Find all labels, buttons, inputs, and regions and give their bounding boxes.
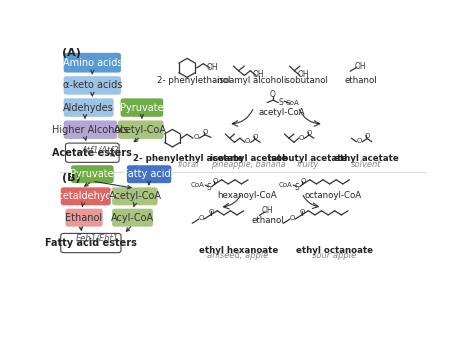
Text: O: O [203, 129, 208, 136]
Text: OH: OH [253, 70, 264, 79]
FancyBboxPatch shape [65, 209, 102, 227]
Text: pineapple, banana: pineapple, banana [211, 160, 286, 169]
Text: Fatty acid esters: Fatty acid esters [45, 238, 137, 248]
Text: isoamyl acetate: isoamyl acetate [210, 154, 287, 164]
Text: isobutanol: isobutanol [283, 76, 328, 84]
Text: floral: floral [178, 160, 199, 169]
FancyBboxPatch shape [64, 98, 114, 117]
Text: ethyl hexanoate: ethyl hexanoate [199, 246, 278, 255]
Text: isoamyl alcohol: isoamyl alcohol [217, 76, 283, 84]
Text: Acetaldehyde: Acetaldehyde [52, 191, 119, 201]
FancyBboxPatch shape [118, 120, 164, 139]
Text: Pyruvate: Pyruvate [71, 169, 114, 179]
FancyBboxPatch shape [64, 76, 121, 95]
Text: Acyl-CoA: Acyl-CoA [111, 213, 154, 223]
Text: OH: OH [207, 63, 218, 72]
Text: Pyruvate: Pyruvate [120, 102, 164, 113]
Text: Higher Alcohols: Higher Alcohols [52, 125, 128, 135]
Text: O: O [307, 130, 312, 136]
Text: O: O [208, 209, 214, 215]
Text: O: O [365, 133, 370, 139]
Text: fruity: fruity [296, 160, 319, 169]
Text: O: O [299, 135, 304, 141]
Text: S: S [294, 183, 299, 192]
Text: Atf1/Atf2: Atf1/Atf2 [82, 145, 119, 154]
Text: Aldehydes: Aldehydes [63, 102, 114, 113]
Text: OH: OH [354, 62, 366, 71]
Text: O: O [270, 91, 276, 99]
Text: ethanol: ethanol [252, 216, 284, 225]
Text: S: S [206, 183, 211, 192]
FancyBboxPatch shape [112, 187, 158, 205]
Text: octanoyl-CoA: octanoyl-CoA [304, 191, 362, 200]
Text: solvent: solvent [351, 160, 381, 169]
Text: O: O [198, 215, 204, 221]
Text: O: O [193, 135, 199, 140]
Text: O: O [357, 138, 362, 144]
Text: hexanoyl-CoA: hexanoyl-CoA [217, 191, 276, 200]
Text: 2- phenylethyl acetate: 2- phenylethyl acetate [133, 154, 244, 164]
FancyBboxPatch shape [120, 98, 163, 117]
Text: Acetyl-CoA: Acetyl-CoA [109, 191, 162, 201]
Text: Fatty acids: Fatty acids [123, 169, 175, 179]
Text: Amino acids: Amino acids [63, 58, 122, 68]
Text: (B): (B) [62, 173, 81, 183]
Text: O: O [253, 134, 258, 140]
Text: OH: OH [262, 206, 273, 215]
Text: acetyl-CoA: acetyl-CoA [259, 108, 305, 117]
Text: (A): (A) [62, 48, 81, 58]
Text: aniseed, apple: aniseed, apple [208, 251, 269, 260]
Text: O: O [300, 209, 305, 215]
Text: 2- phenylethanol: 2- phenylethanol [156, 76, 230, 84]
Text: ethanol: ethanol [344, 76, 377, 84]
Text: O: O [213, 178, 218, 184]
FancyBboxPatch shape [61, 187, 110, 205]
Text: CoA: CoA [191, 182, 205, 188]
Text: ethyl octanoate: ethyl octanoate [295, 246, 373, 255]
Text: CoA: CoA [279, 182, 293, 188]
Text: sour apple: sour apple [312, 251, 356, 260]
Text: O: O [290, 215, 295, 221]
Text: Acetate esters: Acetate esters [52, 148, 132, 158]
FancyBboxPatch shape [71, 165, 114, 183]
Text: ethyl acetate: ethyl acetate [334, 154, 398, 164]
FancyBboxPatch shape [65, 143, 119, 162]
Text: Acetyl-CoA: Acetyl-CoA [114, 125, 167, 135]
FancyBboxPatch shape [61, 234, 121, 253]
Text: O: O [301, 178, 306, 184]
FancyBboxPatch shape [127, 165, 171, 183]
Text: α-keto acids: α-keto acids [63, 80, 122, 91]
FancyBboxPatch shape [112, 209, 153, 227]
FancyBboxPatch shape [64, 53, 121, 73]
Text: CoA: CoA [286, 99, 300, 105]
FancyBboxPatch shape [64, 120, 117, 139]
Text: S: S [278, 98, 283, 107]
Text: Ethanol: Ethanol [65, 213, 102, 223]
Text: isobutyl acetate: isobutyl acetate [268, 154, 347, 164]
Text: OH: OH [297, 70, 309, 79]
Text: Eeb1/Eht1: Eeb1/Eht1 [76, 233, 119, 242]
Text: O: O [245, 138, 250, 144]
